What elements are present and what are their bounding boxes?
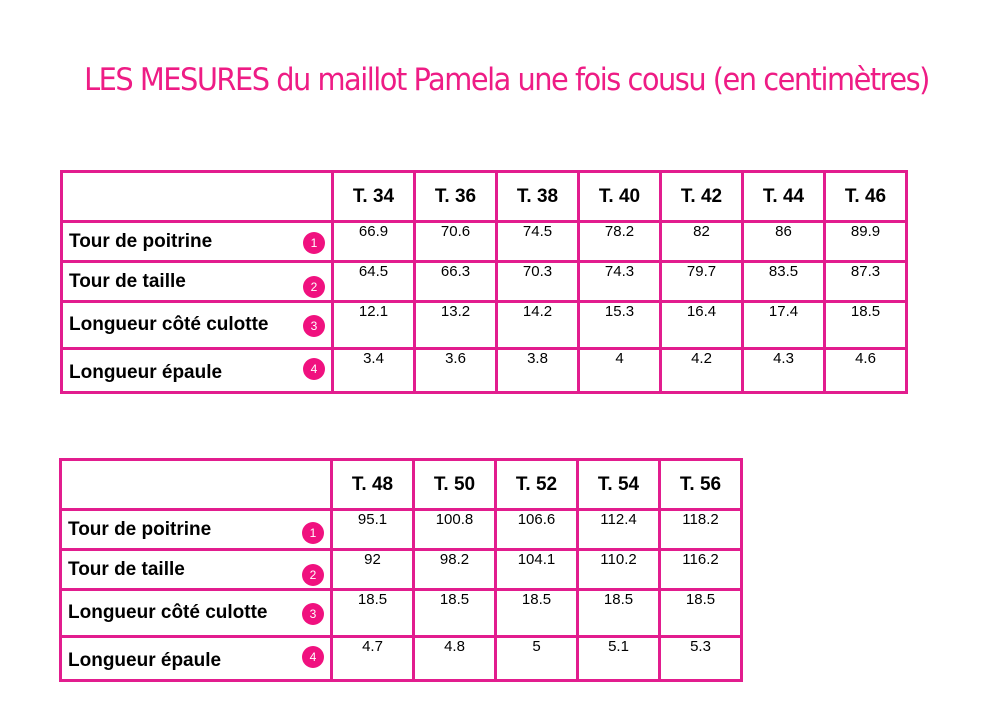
value-cell: 12.1 xyxy=(331,300,416,350)
size-header: T. 50 xyxy=(412,458,497,511)
table-row: Longueur épaule 4 3.4 3.6 3.8 4 4.2 4.3 … xyxy=(60,347,908,394)
value-cell: 100.8 xyxy=(412,508,497,551)
page-title: LES MESURES du maillot Pamela une fois c… xyxy=(84,62,930,98)
row-label: Longueur côté culotte xyxy=(68,602,268,623)
measurements-table-1: T. 34 T. 36 T. 38 T. 40 T. 42 T. 44 T. 4… xyxy=(60,170,908,394)
size-header: T. 38 xyxy=(495,170,580,223)
size-header: T. 36 xyxy=(413,170,498,223)
value-cell: 14.2 xyxy=(495,300,580,350)
value-cell: 5.1 xyxy=(576,635,661,682)
value-cell: 15.3 xyxy=(577,300,662,350)
table-header-row: T. 48 T. 50 T. 52 T. 54 T. 56 xyxy=(59,458,743,511)
value-cell: 70.6 xyxy=(413,220,498,263)
size-header: T. 40 xyxy=(577,170,662,223)
value-cell: 64.5 xyxy=(331,260,416,303)
row-label: Longueur épaule xyxy=(69,362,223,383)
row-label: Longueur côté culotte xyxy=(69,314,269,335)
value-cell: 86 xyxy=(741,220,826,263)
value-cell: 110.2 xyxy=(576,548,661,591)
value-cell: 83.5 xyxy=(741,260,826,303)
value-cell: 18.5 xyxy=(576,588,661,638)
value-cell: 66.3 xyxy=(413,260,498,303)
value-cell: 82 xyxy=(659,220,744,263)
row-label-cell: Tour de poitrine 1 xyxy=(60,220,334,263)
size-header: T. 44 xyxy=(741,170,826,223)
number-badge: 3 xyxy=(302,603,324,625)
table-row: Tour de poitrine 1 66.9 70.6 74.5 78.2 8… xyxy=(60,220,908,263)
table-row: Longueur côté culotte 3 12.1 13.2 14.2 1… xyxy=(60,300,908,350)
table-row: Tour de taille 2 64.5 66.3 70.3 74.3 79.… xyxy=(60,260,908,303)
value-cell: 17.4 xyxy=(741,300,826,350)
row-label-cell: Tour de taille 2 xyxy=(59,548,333,591)
value-cell: 18.5 xyxy=(823,300,908,350)
value-cell: 95.1 xyxy=(330,508,415,551)
value-cell: 89.9 xyxy=(823,220,908,263)
number-badge: 2 xyxy=(303,276,325,298)
value-cell: 18.5 xyxy=(494,588,579,638)
value-cell: 112.4 xyxy=(576,508,661,551)
row-label-cell: Longueur côté culotte 3 xyxy=(59,588,333,638)
value-cell: 4.7 xyxy=(330,635,415,682)
number-badge: 2 xyxy=(302,564,324,586)
value-cell: 104.1 xyxy=(494,548,579,591)
size-header: T. 46 xyxy=(823,170,908,223)
value-cell: 18.5 xyxy=(412,588,497,638)
row-label: Tour de poitrine xyxy=(68,519,212,540)
row-label: Tour de taille xyxy=(68,559,185,580)
size-header: T. 52 xyxy=(494,458,579,511)
table-row: Tour de poitrine 1 95.1 100.8 106.6 112.… xyxy=(59,508,743,551)
number-badge: 4 xyxy=(303,358,325,380)
value-cell: 79.7 xyxy=(659,260,744,303)
value-cell: 3.8 xyxy=(495,347,580,394)
number-badge: 1 xyxy=(302,522,324,544)
number-badge: 1 xyxy=(303,232,325,254)
table-header-row: T. 34 T. 36 T. 38 T. 40 T. 42 T. 44 T. 4… xyxy=(60,170,908,223)
value-cell: 13.2 xyxy=(413,300,498,350)
number-badge: 4 xyxy=(302,646,324,668)
empty-corner-cell xyxy=(60,170,334,223)
row-label: Longueur épaule xyxy=(68,650,222,671)
value-cell: 70.3 xyxy=(495,260,580,303)
measurements-table-2: T. 48 T. 50 T. 52 T. 54 T. 56 Tour de po… xyxy=(59,458,743,682)
row-label-cell: Longueur épaule 4 xyxy=(59,635,333,682)
row-label-cell: Longueur côté culotte 3 xyxy=(60,300,334,350)
size-header: T. 48 xyxy=(330,458,415,511)
value-cell: 4.6 xyxy=(823,347,908,394)
value-cell: 106.6 xyxy=(494,508,579,551)
size-header: T. 42 xyxy=(659,170,744,223)
table-row: Longueur côté culotte 3 18.5 18.5 18.5 1… xyxy=(59,588,743,638)
value-cell: 4 xyxy=(577,347,662,394)
value-cell: 4.2 xyxy=(659,347,744,394)
value-cell: 87.3 xyxy=(823,260,908,303)
value-cell: 74.3 xyxy=(577,260,662,303)
value-cell: 18.5 xyxy=(658,588,743,638)
row-label-cell: Tour de taille 2 xyxy=(60,260,334,303)
value-cell: 78.2 xyxy=(577,220,662,263)
value-cell: 4.8 xyxy=(412,635,497,682)
value-cell: 98.2 xyxy=(412,548,497,591)
row-label: Tour de taille xyxy=(69,271,186,292)
value-cell: 3.6 xyxy=(413,347,498,394)
row-label-cell: Tour de poitrine 1 xyxy=(59,508,333,551)
value-cell: 118.2 xyxy=(658,508,743,551)
value-cell: 3.4 xyxy=(331,347,416,394)
value-cell: 4.3 xyxy=(741,347,826,394)
value-cell: 92 xyxy=(330,548,415,591)
value-cell: 116.2 xyxy=(658,548,743,591)
size-header: T. 34 xyxy=(331,170,416,223)
row-label-cell: Longueur épaule 4 xyxy=(60,347,334,394)
value-cell: 74.5 xyxy=(495,220,580,263)
table-row: Longueur épaule 4 4.7 4.8 5 5.1 5.3 xyxy=(59,635,743,682)
table-row: Tour de taille 2 92 98.2 104.1 110.2 116… xyxy=(59,548,743,591)
value-cell: 16.4 xyxy=(659,300,744,350)
row-label: Tour de poitrine xyxy=(69,231,213,252)
size-header: T. 54 xyxy=(576,458,661,511)
value-cell: 5 xyxy=(494,635,579,682)
value-cell: 66.9 xyxy=(331,220,416,263)
size-header: T. 56 xyxy=(658,458,743,511)
value-cell: 18.5 xyxy=(330,588,415,638)
value-cell: 5.3 xyxy=(658,635,743,682)
empty-corner-cell xyxy=(59,458,333,511)
number-badge: 3 xyxy=(303,315,325,337)
